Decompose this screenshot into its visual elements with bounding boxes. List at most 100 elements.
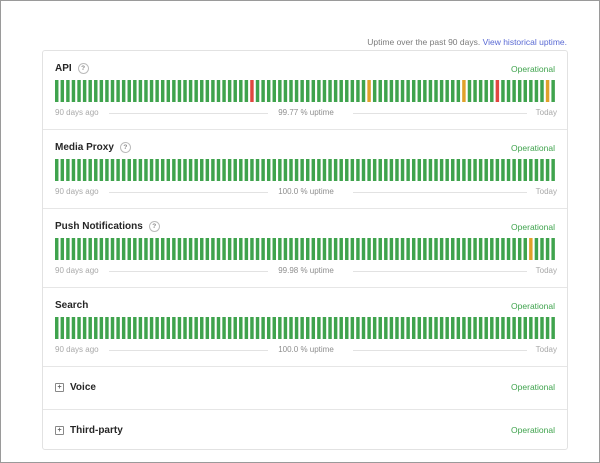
uptime-day-bar[interactable] (356, 238, 360, 260)
uptime-day-bar[interactable] (172, 159, 176, 181)
uptime-day-bar[interactable] (99, 317, 104, 339)
uptime-day-bar[interactable] (506, 238, 511, 260)
uptime-day-bar[interactable] (506, 80, 511, 102)
uptime-day-bar[interactable] (333, 317, 338, 339)
uptime-day-bar[interactable] (289, 159, 293, 181)
uptime-day-bar[interactable] (317, 317, 321, 339)
uptime-day-bar[interactable] (378, 238, 382, 260)
uptime-day-bar[interactable] (389, 238, 394, 260)
help-icon[interactable]: ? (119, 142, 131, 153)
uptime-day-bar[interactable] (272, 80, 276, 102)
uptime-day-bar[interactable] (261, 80, 265, 102)
uptime-day-bar[interactable] (445, 159, 449, 181)
uptime-day-bar[interactable] (105, 238, 109, 260)
uptime-day-bar[interactable] (244, 317, 249, 339)
uptime-day-bar[interactable] (283, 80, 288, 102)
uptime-day-bar[interactable] (501, 238, 505, 260)
uptime-day-bar[interactable] (255, 80, 260, 102)
uptime-day-bar[interactable] (105, 159, 109, 181)
uptime-day-bar[interactable] (133, 159, 137, 181)
uptime-day-bar[interactable] (495, 317, 500, 339)
uptime-day-bar[interactable] (60, 238, 65, 260)
uptime-day-bar[interactable] (278, 317, 282, 339)
uptime-day-bar[interactable] (456, 238, 461, 260)
uptime-day-bar[interactable] (395, 238, 399, 260)
uptime-day-bar[interactable] (71, 317, 76, 339)
uptime-day-bar[interactable] (294, 159, 299, 181)
uptime-day-bar[interactable] (473, 238, 477, 260)
uptime-day-bar[interactable] (439, 159, 444, 181)
uptime-day-bar[interactable] (82, 80, 87, 102)
uptime-day-bar[interactable] (484, 80, 488, 102)
uptime-day-bar[interactable] (406, 159, 410, 181)
uptime-day-bar[interactable] (250, 159, 254, 181)
uptime-day-bar[interactable] (395, 80, 399, 102)
uptime-day-bar[interactable] (306, 80, 310, 102)
uptime-day-bar[interactable] (82, 317, 87, 339)
uptime-day-bar[interactable] (322, 238, 327, 260)
uptime-day-bar[interactable] (328, 80, 332, 102)
uptime-day-bar[interactable] (540, 80, 544, 102)
uptime-day-bar[interactable] (233, 80, 237, 102)
help-icon[interactable]: ? (148, 221, 160, 232)
uptime-day-bar[interactable] (138, 317, 143, 339)
uptime-day-bar[interactable] (417, 317, 422, 339)
uptime-day-bar[interactable] (462, 238, 466, 260)
uptime-day-bar[interactable] (183, 238, 187, 260)
uptime-day-bar[interactable] (283, 238, 288, 260)
uptime-day-bar[interactable] (400, 80, 405, 102)
uptime-day-bar[interactable] (166, 159, 171, 181)
uptime-day-bar[interactable] (306, 238, 310, 260)
uptime-day-bar[interactable] (529, 159, 533, 181)
group-voice[interactable]: + Voice Operational (43, 367, 567, 410)
uptime-day-bar[interactable] (423, 238, 427, 260)
uptime-day-bar[interactable] (160, 238, 165, 260)
uptime-day-bar[interactable] (501, 159, 505, 181)
uptime-day-bar[interactable] (361, 238, 366, 260)
uptime-day-bar[interactable] (478, 317, 483, 339)
uptime-day-bar[interactable] (188, 159, 193, 181)
uptime-day-bar[interactable] (166, 80, 171, 102)
uptime-day-bar[interactable] (261, 238, 265, 260)
uptime-day-bar[interactable] (551, 238, 555, 260)
uptime-day-bar[interactable] (322, 159, 327, 181)
group-name[interactable]: + Third-party (55, 425, 123, 436)
uptime-day-bar[interactable] (116, 80, 120, 102)
uptime-day-bar[interactable] (501, 317, 505, 339)
uptime-day-bar[interactable] (121, 317, 126, 339)
uptime-day-bar[interactable] (160, 80, 165, 102)
uptime-day-bar[interactable] (272, 238, 276, 260)
uptime-day-bar[interactable] (473, 159, 477, 181)
uptime-day-bar[interactable] (339, 238, 343, 260)
uptime-day-bar[interactable] (478, 238, 483, 260)
uptime-day-bar[interactable] (239, 317, 243, 339)
uptime-day-bar[interactable] (395, 317, 399, 339)
uptime-day-bar[interactable] (116, 317, 120, 339)
uptime-day-bar[interactable] (149, 159, 154, 181)
group-third-party[interactable]: + Third-party Operational (43, 410, 567, 450)
uptime-day-bar[interactable] (99, 159, 104, 181)
uptime-day-bar[interactable] (216, 80, 221, 102)
uptime-day-bar[interactable] (194, 238, 198, 260)
uptime-day-bar[interactable] (205, 317, 210, 339)
uptime-day-bar[interactable] (289, 80, 293, 102)
uptime-day-bar[interactable] (417, 80, 422, 102)
uptime-day-bar[interactable] (451, 80, 455, 102)
uptime-day-bar[interactable] (244, 159, 249, 181)
uptime-day-bar[interactable] (501, 80, 505, 102)
uptime-day-bar[interactable] (534, 159, 539, 181)
uptime-day-bar[interactable] (317, 238, 321, 260)
uptime-day-bar[interactable] (467, 80, 472, 102)
uptime-day-bar[interactable] (144, 238, 148, 260)
uptime-day-bar[interactable] (478, 159, 483, 181)
uptime-day-bar[interactable] (138, 238, 143, 260)
uptime-day-bar[interactable] (529, 317, 533, 339)
uptime-day-bar[interactable] (473, 317, 477, 339)
uptime-day-bar[interactable] (545, 159, 550, 181)
uptime-day-bar[interactable] (490, 159, 494, 181)
uptime-day-bar[interactable] (551, 159, 555, 181)
uptime-day-bar[interactable] (378, 317, 382, 339)
uptime-day-bar[interactable] (261, 317, 265, 339)
uptime-day-bar[interactable] (144, 317, 148, 339)
uptime-day-bar[interactable] (372, 238, 377, 260)
